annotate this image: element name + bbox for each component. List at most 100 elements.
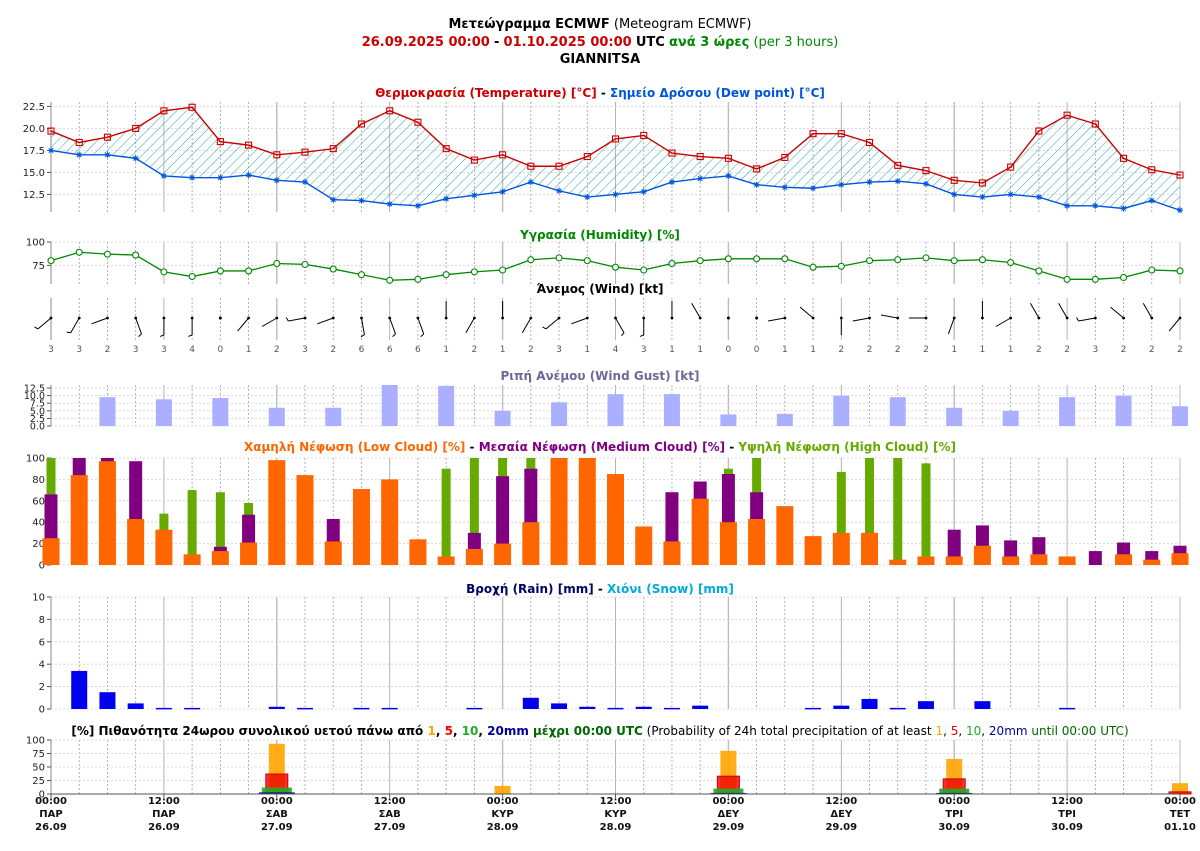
x-tick-time: 00:00 xyxy=(1164,796,1196,807)
temp-point xyxy=(668,149,676,157)
low-cloud-bar xyxy=(522,522,540,565)
x-tick-time: 12:00 xyxy=(374,796,406,807)
medium-cloud-title: Μεσαία Νέφωση (Medium Cloud) [%] xyxy=(478,440,726,454)
humidity-y-tick-label: 75 xyxy=(32,261,45,272)
low-cloud-bar xyxy=(211,551,229,565)
temp-point xyxy=(470,156,478,164)
rain-title: Βροχή (Rain) [mm] xyxy=(466,582,594,596)
temp-y-tick-label: 17.5 xyxy=(23,146,45,157)
temp-point xyxy=(188,103,196,111)
dew-point-marker xyxy=(612,191,619,198)
dew-point-marker xyxy=(414,202,421,209)
low-cloud-bar xyxy=(324,541,342,565)
temp-point xyxy=(527,162,535,170)
low-cloud-bar xyxy=(578,458,596,565)
gust-bar xyxy=(494,410,511,426)
wind-speed-label: 2 xyxy=(1149,345,1155,355)
cloud-y-tick-label: 0 xyxy=(39,561,45,572)
humidity-point xyxy=(75,248,83,256)
rain-bar xyxy=(579,706,596,709)
prob-10mm-bar xyxy=(261,787,292,794)
dew-point-marker xyxy=(838,181,845,188)
wind-speed-label: 1 xyxy=(669,345,675,355)
humidity-point xyxy=(103,250,111,258)
low-cloud-bar xyxy=(1171,553,1189,565)
low-cloud-bar xyxy=(296,475,314,565)
cloud-panel-title: Χαμηλή Νέφωση (Low Cloud) [%] - Μεσαία Ν… xyxy=(0,440,1200,454)
wind-speed-label: 0 xyxy=(726,345,732,355)
humidity-point xyxy=(1148,266,1156,274)
humidity-point xyxy=(696,257,704,265)
wind-speed-label: 1 xyxy=(951,345,957,355)
probability-y-tick-label: 50 xyxy=(32,763,45,774)
wind-speed-label: 3 xyxy=(302,345,308,355)
low-cloud-bar xyxy=(776,506,794,565)
range-end: 01.10.2025 00:00 xyxy=(503,35,632,50)
dew-point-marker xyxy=(1120,205,1127,212)
dew-point-marker xyxy=(697,175,704,182)
humidity-point xyxy=(668,259,676,268)
gust-y-tick-label: 2.5 xyxy=(30,414,45,425)
low-cloud-title: Χαμηλή Νέφωση (Low Cloud) [%] xyxy=(243,440,466,454)
wind-barb xyxy=(995,317,1011,327)
x-tick-day: ΔΕΥ xyxy=(717,809,740,820)
rain-bar xyxy=(381,707,398,710)
x-tick-day: ΚΥΡ xyxy=(491,809,513,820)
wind-barb xyxy=(947,317,955,335)
low-cloud-bar xyxy=(70,475,88,565)
humidity-point xyxy=(160,268,168,276)
gust-bar xyxy=(889,397,906,426)
rain-bar xyxy=(268,706,285,709)
wind-barb-feather xyxy=(542,326,547,330)
wind-calm-dot xyxy=(726,316,730,320)
humidity-point xyxy=(132,251,140,259)
prob-20mm-bar xyxy=(936,792,973,794)
low-cloud-bar xyxy=(973,545,991,565)
wind-barb-feather xyxy=(621,332,625,337)
dew-point-marker xyxy=(471,192,478,199)
wind-title: Άνεμος (Wind) [kt] xyxy=(536,282,664,296)
range-utc: UTC xyxy=(635,35,665,50)
wind-speed-label: 3 xyxy=(1092,345,1098,355)
wind-calm-dot xyxy=(755,316,759,320)
gust-bar xyxy=(155,399,172,426)
dew-point-marker xyxy=(189,174,196,181)
cloud-y-tick-label: 40 xyxy=(32,518,45,529)
humidity-point xyxy=(753,255,761,263)
temp-point xyxy=(442,145,450,153)
x-tick-time: 12:00 xyxy=(148,796,180,807)
wind-speed-label: 3 xyxy=(48,345,54,355)
wind-barb xyxy=(880,314,898,319)
rain-bar xyxy=(1059,707,1076,710)
dew-point-marker xyxy=(640,188,647,195)
x-tick-time: 12:00 xyxy=(600,796,632,807)
temp-point xyxy=(640,131,648,139)
wind-barb xyxy=(465,317,475,333)
temp-y-tick-label: 20.0 xyxy=(23,124,45,135)
range-start: 26.09.2025 00:00 xyxy=(361,35,490,50)
snow-title: Χιόνι (Snow) [mm] xyxy=(607,582,734,596)
temp-point xyxy=(696,153,704,161)
dew-point-marker xyxy=(1177,207,1183,214)
gust-bar xyxy=(1172,406,1188,426)
low-cloud-bar xyxy=(1002,556,1020,565)
rain-bar xyxy=(635,706,652,709)
rain-bar xyxy=(466,707,483,710)
low-cloud-bar xyxy=(917,556,935,565)
humidity-point xyxy=(216,267,224,275)
dew-point-marker xyxy=(499,188,506,195)
x-tick-day: ΤΡΙ xyxy=(945,809,963,820)
humidity-point xyxy=(894,256,902,264)
gust-y-tick-label: 12.5 xyxy=(24,384,45,395)
prob-20mm-bar xyxy=(258,792,295,794)
gust-bar xyxy=(946,407,963,426)
low-cloud-bar xyxy=(1030,554,1048,565)
prob-threshold-5: 5 xyxy=(444,724,453,738)
humidity-point xyxy=(865,257,874,265)
prob-comma-2: , xyxy=(452,724,462,738)
wind-barb xyxy=(691,303,701,319)
temp-point xyxy=(301,148,309,156)
wind-speed-label: 1 xyxy=(782,345,788,355)
humidity-point xyxy=(837,262,845,270)
humidity-point xyxy=(1176,267,1184,275)
